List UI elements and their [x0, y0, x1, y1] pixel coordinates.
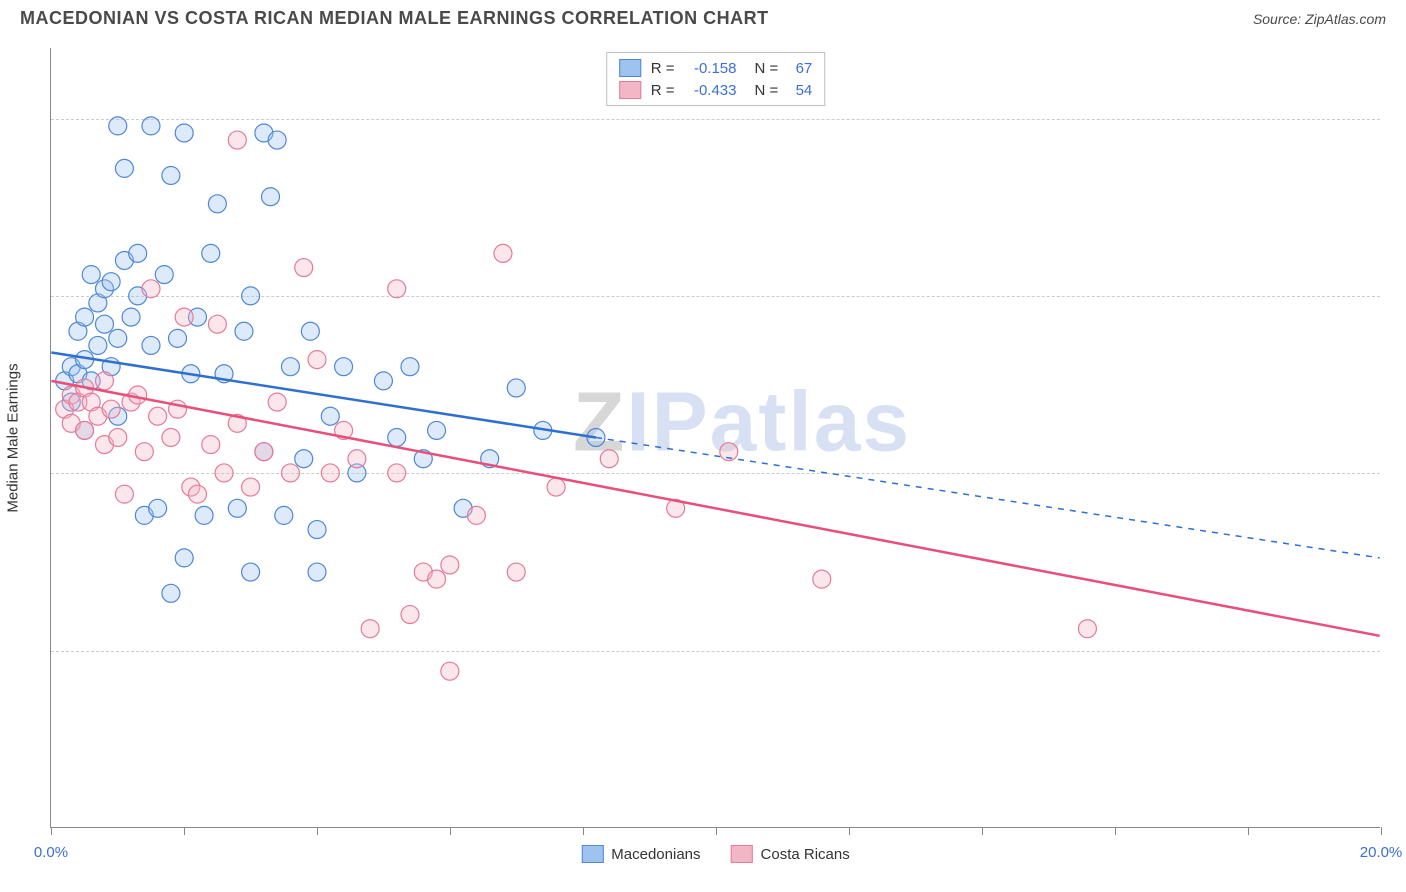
x-tick [849, 827, 850, 835]
y-axis-label: Median Male Earnings [5, 363, 22, 512]
x-tick [51, 827, 52, 835]
n-label: N = [755, 82, 779, 99]
r-value: -0.158 [681, 60, 737, 77]
r-label: R = [651, 60, 675, 77]
scatter-plot [51, 48, 1380, 827]
legend-label: Costa Ricans [761, 846, 850, 863]
legend-row-macedonians: R = -0.158 N = 67 [619, 57, 813, 79]
x-tick [1115, 827, 1116, 835]
legend-row-costaricans: R = -0.433 N = 54 [619, 79, 813, 101]
swatch-icon [619, 59, 641, 77]
swatch-icon [581, 845, 603, 863]
legend-item-macedonians: Macedonians [581, 845, 700, 863]
series-legend: Macedonians Costa Ricans [581, 845, 849, 863]
y-tick-label: $50,000 [1390, 465, 1406, 482]
chart-title: MACEDONIAN VS COSTA RICAN MEDIAN MALE EA… [20, 8, 769, 29]
legend-item-costaricans: Costa Ricans [731, 845, 850, 863]
r-label: R = [651, 82, 675, 99]
x-tick [716, 827, 717, 835]
x-tick [982, 827, 983, 835]
x-tick [317, 827, 318, 835]
x-tick [583, 827, 584, 835]
legend-label: Macedonians [611, 846, 700, 863]
x-tick-label: 20.0% [1360, 844, 1403, 861]
x-tick [450, 827, 451, 835]
n-value: 54 [784, 82, 812, 99]
n-value: 67 [784, 60, 812, 77]
source-label: Source: ZipAtlas.com [1253, 11, 1386, 27]
y-tick-label: $100,000 [1390, 110, 1406, 127]
correlation-legend: R = -0.158 N = 67 R = -0.433 N = 54 [606, 52, 826, 106]
r-value: -0.433 [681, 82, 737, 99]
n-label: N = [755, 60, 779, 77]
x-tick [184, 827, 185, 835]
x-tick-label: 0.0% [34, 844, 68, 861]
swatch-icon [731, 845, 753, 863]
y-tick-label: $75,000 [1390, 288, 1406, 305]
x-tick [1381, 827, 1382, 835]
chart-area: Median Male Earnings ZIPatlas R = -0.158… [50, 48, 1380, 828]
y-tick-label: $25,000 [1390, 642, 1406, 659]
x-tick [1248, 827, 1249, 835]
swatch-icon [619, 81, 641, 99]
